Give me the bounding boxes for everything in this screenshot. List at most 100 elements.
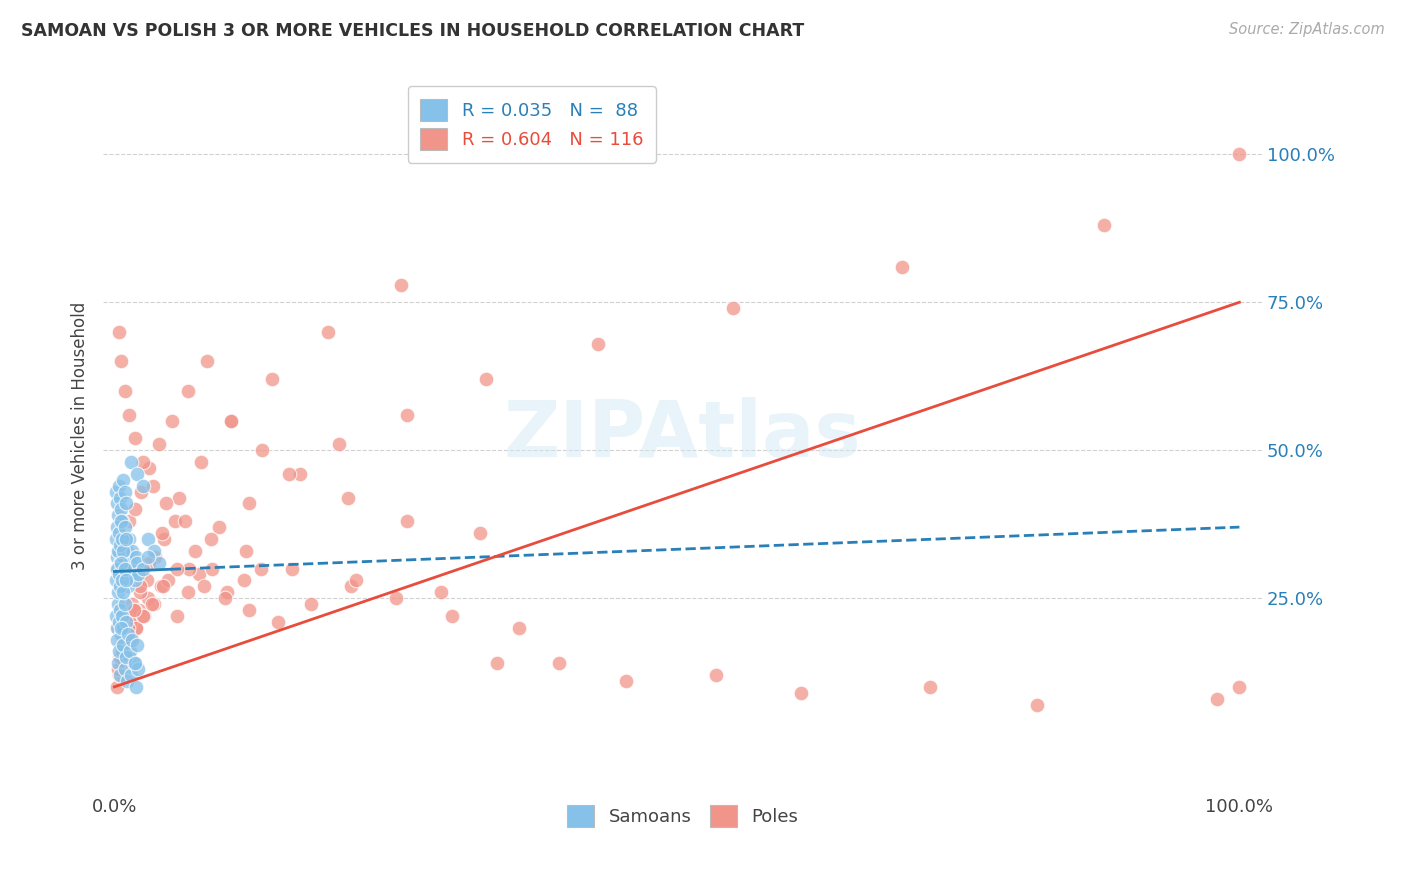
- Point: [235, 543, 257, 558]
- Point: [114, 615, 136, 629]
- Point: [166, 561, 188, 575]
- Point: [104, 532, 127, 546]
- Point: [288, 467, 311, 481]
- Point: [108, 668, 131, 682]
- Point: [721, 301, 744, 316]
- Point: [120, 567, 142, 582]
- Point: [107, 597, 129, 611]
- Point: [121, 543, 143, 558]
- Point: [111, 514, 134, 528]
- Point: [104, 574, 127, 588]
- Point: [112, 621, 135, 635]
- Point: [167, 491, 190, 505]
- Point: [157, 574, 180, 588]
- Point: [148, 556, 170, 570]
- Point: [105, 496, 128, 510]
- Point: [131, 455, 153, 469]
- Point: [232, 574, 254, 588]
- Point: [176, 384, 198, 398]
- Point: [166, 608, 188, 623]
- Point: [107, 543, 129, 558]
- Point: [176, 585, 198, 599]
- Point: [107, 561, 129, 575]
- Point: [108, 543, 131, 558]
- Point: [136, 549, 159, 564]
- Point: [125, 621, 148, 635]
- Point: [1229, 680, 1251, 694]
- Point: [105, 561, 128, 575]
- Point: [704, 668, 727, 682]
- Point: [108, 579, 131, 593]
- Point: [485, 656, 508, 670]
- Point: [107, 585, 129, 599]
- Point: [122, 561, 145, 575]
- Point: [105, 680, 128, 694]
- Point: [129, 585, 152, 599]
- Text: SAMOAN VS POLISH 3 OR MORE VEHICLES IN HOUSEHOLD CORRELATION CHART: SAMOAN VS POLISH 3 OR MORE VEHICLES IN H…: [21, 22, 804, 40]
- Point: [281, 561, 304, 575]
- Point: [1229, 147, 1251, 161]
- Point: [508, 621, 530, 635]
- Point: [120, 632, 142, 647]
- Point: [117, 621, 139, 635]
- Point: [389, 277, 412, 292]
- Point: [316, 325, 339, 339]
- Point: [127, 567, 149, 582]
- Point: [547, 656, 569, 670]
- Point: [586, 336, 609, 351]
- Point: [142, 543, 165, 558]
- Point: [128, 603, 150, 617]
- Point: [124, 502, 146, 516]
- Point: [114, 532, 136, 546]
- Point: [277, 467, 299, 481]
- Point: [129, 579, 152, 593]
- Point: [266, 615, 288, 629]
- Point: [124, 603, 146, 617]
- Point: [1206, 691, 1229, 706]
- Point: [117, 626, 139, 640]
- Point: [384, 591, 406, 606]
- Point: [114, 520, 136, 534]
- Point: [107, 621, 129, 635]
- Point: [114, 650, 136, 665]
- Point: [111, 639, 134, 653]
- Point: [339, 579, 361, 593]
- Point: [1092, 219, 1115, 233]
- Point: [112, 543, 135, 558]
- Point: [344, 574, 367, 588]
- Point: [122, 603, 145, 617]
- Text: ZIPAtlas: ZIPAtlas: [503, 398, 862, 474]
- Point: [108, 538, 131, 552]
- Point: [149, 579, 172, 593]
- Point: [260, 372, 283, 386]
- Point: [114, 561, 136, 575]
- Point: [112, 639, 135, 653]
- Point: [114, 574, 136, 588]
- Point: [132, 608, 155, 623]
- Point: [121, 632, 143, 647]
- Point: [120, 615, 142, 629]
- Point: [125, 556, 148, 570]
- Point: [142, 597, 165, 611]
- Point: [112, 585, 135, 599]
- Point: [108, 526, 131, 541]
- Point: [141, 597, 163, 611]
- Point: [108, 644, 131, 658]
- Point: [143, 549, 166, 564]
- Point: [114, 662, 136, 676]
- Point: [120, 556, 142, 570]
- Point: [108, 567, 131, 582]
- Point: [127, 662, 149, 676]
- Point: [118, 615, 141, 629]
- Point: [118, 532, 141, 546]
- Point: [890, 260, 912, 274]
- Point: [110, 502, 132, 516]
- Point: [120, 455, 142, 469]
- Point: [110, 514, 132, 528]
- Point: [108, 603, 131, 617]
- Point: [328, 437, 350, 451]
- Point: [238, 603, 260, 617]
- Point: [125, 680, 148, 694]
- Point: [108, 543, 131, 558]
- Point: [114, 574, 136, 588]
